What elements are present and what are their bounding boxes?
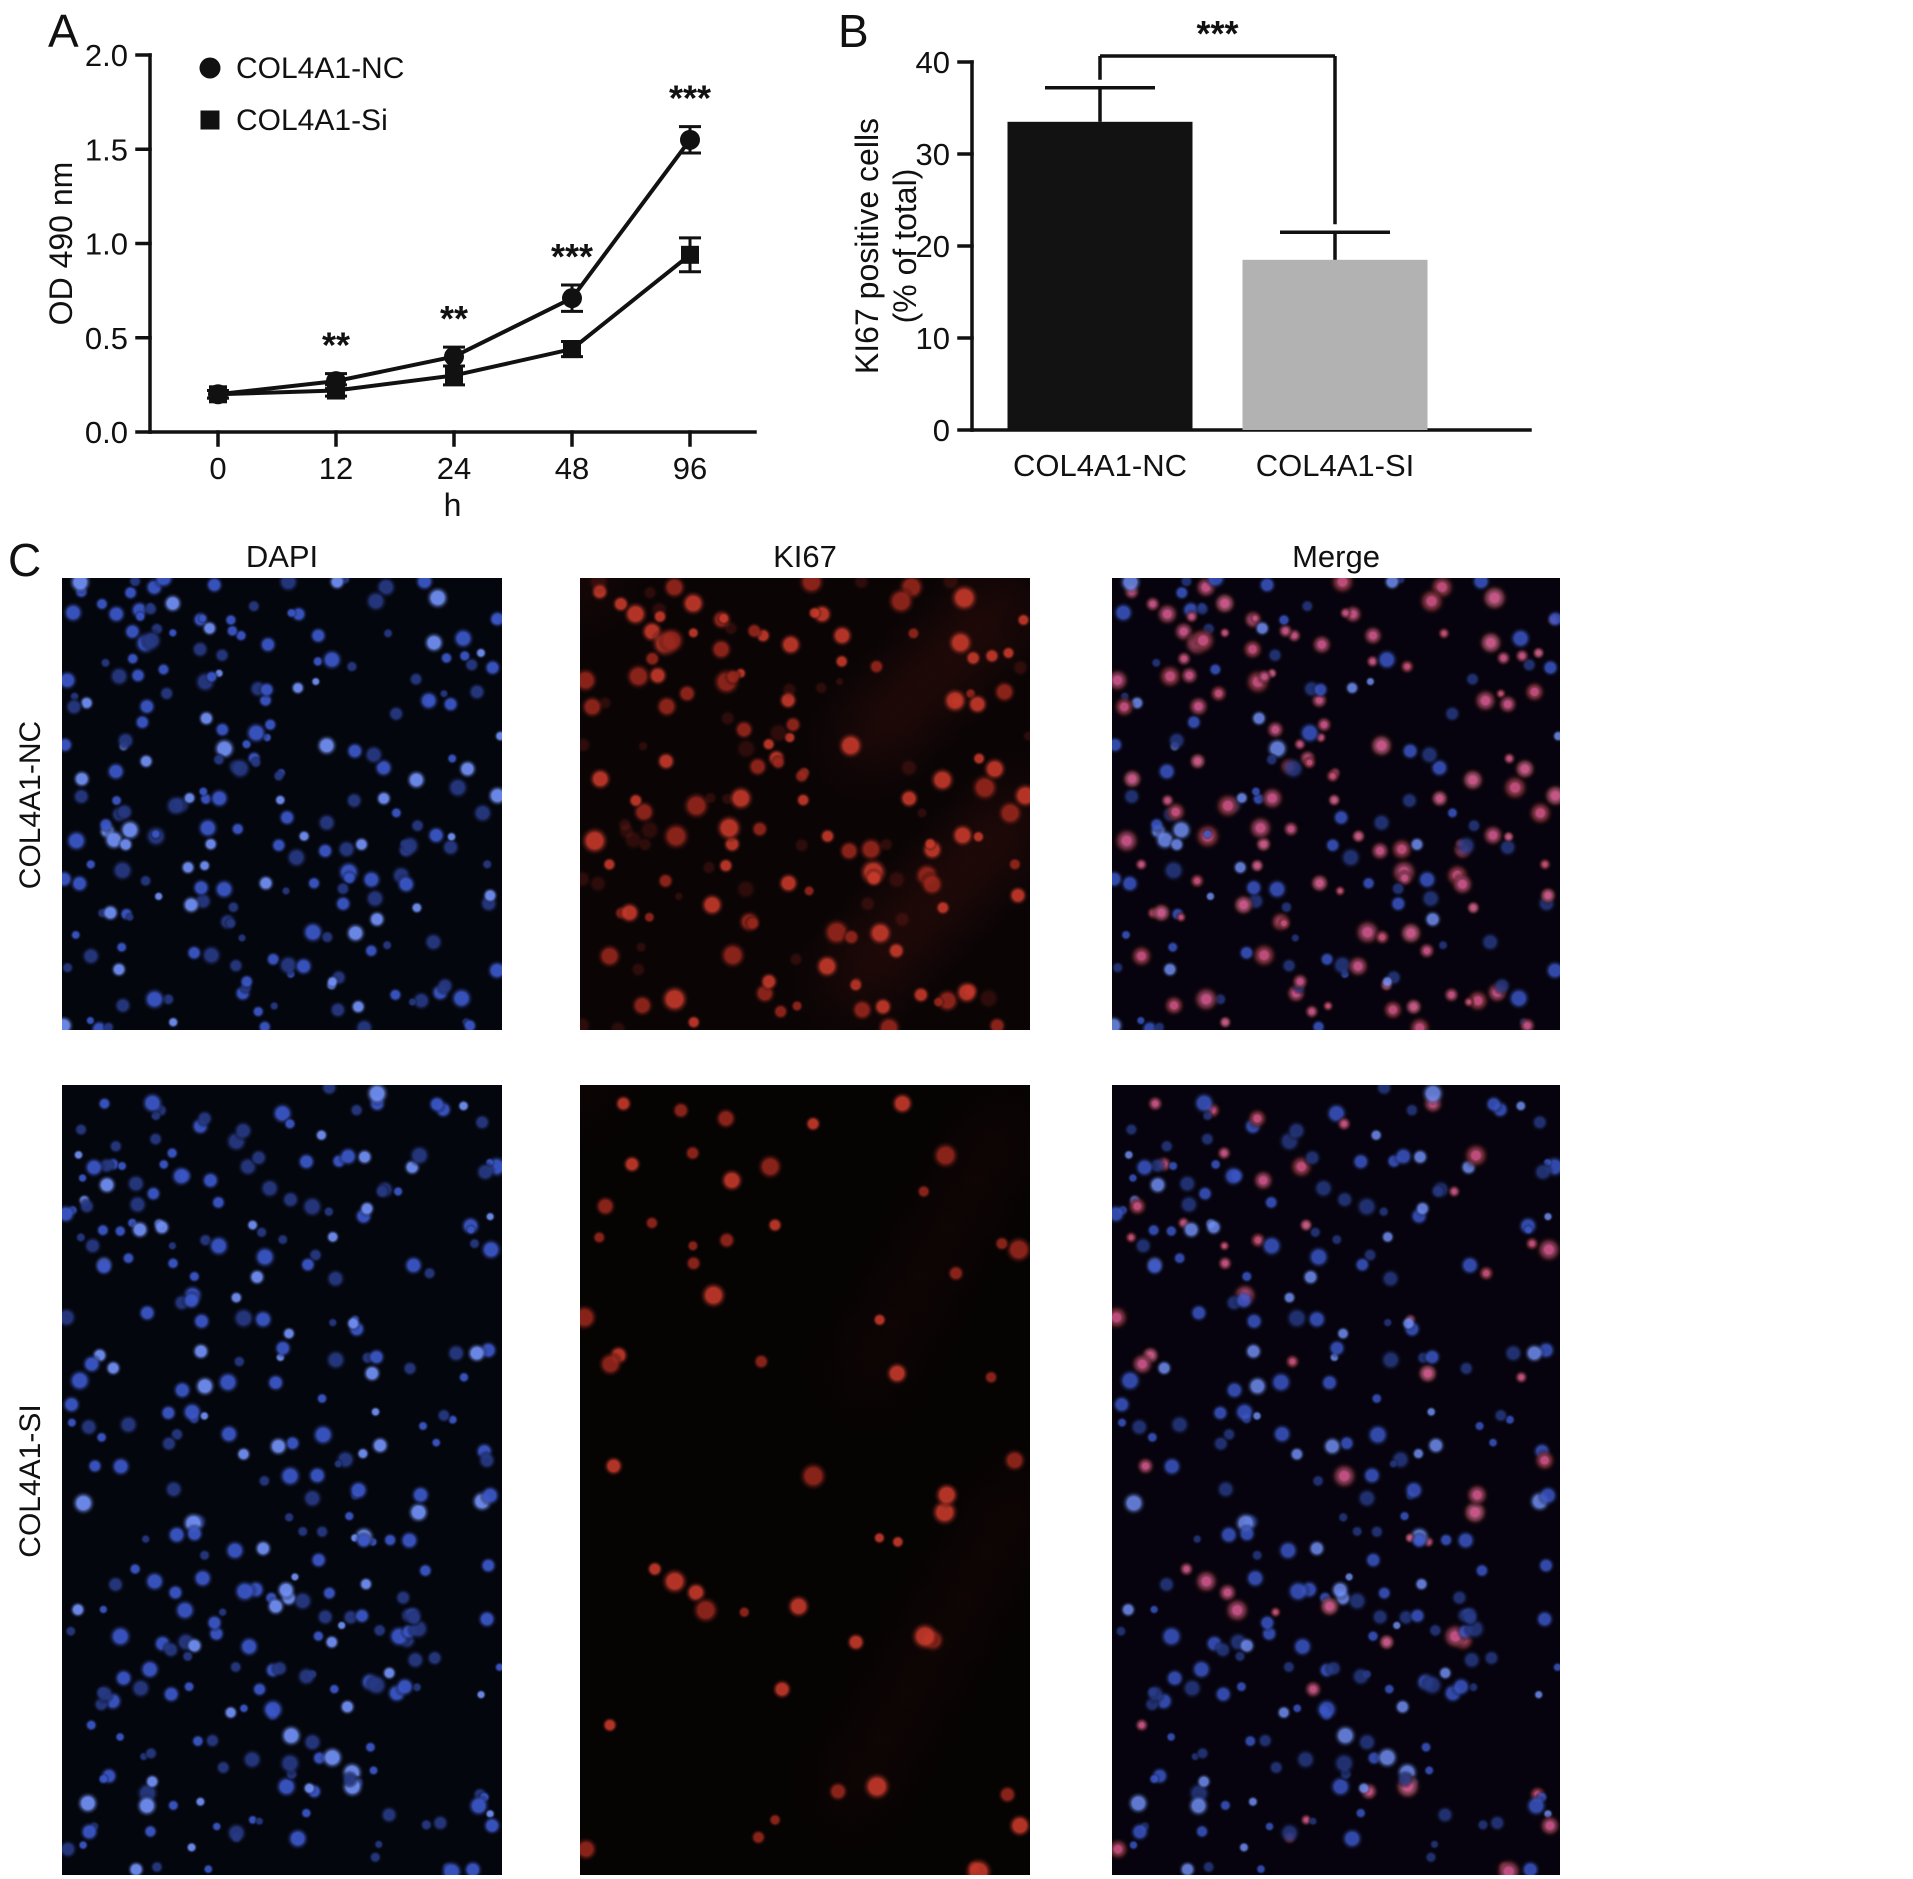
panel-c: C DAPI KI67 Merge COL4A1-NC COL4A1-SI	[0, 525, 1913, 1879]
svg-text:COL4A1-NC: COL4A1-NC	[1013, 448, 1187, 483]
svg-text:30: 30	[916, 137, 950, 172]
micrograph-si-dapi	[62, 1085, 502, 1875]
svg-text:COL4A1-SI: COL4A1-SI	[1256, 448, 1415, 483]
svg-text:OD 490 nm: OD 490 nm	[43, 162, 79, 326]
svg-text:**: **	[322, 325, 350, 366]
svg-text:1.0: 1.0	[85, 227, 128, 262]
column-header-merge: Merge	[1292, 539, 1380, 574]
svg-text:0.5: 0.5	[85, 321, 128, 356]
micrograph-si-ki67	[580, 1085, 1030, 1875]
panel-b: B 0 10 20 30 40 KI67 positive cells (% of tota…	[830, 0, 1550, 520]
svg-text:40: 40	[916, 45, 950, 80]
svg-text:0: 0	[209, 451, 226, 486]
row-label-col4a1-nc: COL4A1-NC	[14, 720, 47, 890]
svg-text:**: **	[440, 298, 468, 339]
micrograph-nc-ki67	[580, 578, 1030, 1030]
svg-text:COL4A1-NC: COL4A1-NC	[236, 52, 404, 85]
row-label-col4a1-si: COL4A1-SI	[14, 1404, 47, 1558]
svg-text:KI67 positive cells: KI67 positive cells	[849, 118, 885, 374]
svg-text:96: 96	[673, 451, 707, 486]
svg-text:***: ***	[551, 236, 593, 277]
micrograph-nc-dapi	[62, 578, 502, 1030]
svg-text:h: h	[444, 487, 462, 520]
svg-text:24: 24	[437, 451, 471, 486]
proliferation-line-chart: 0.0 0.5 1.0 1.5 2.0 0 12 24 48 96 h OD 490 nm COL4A1…	[43, 38, 757, 520]
svg-text:2.0: 2.0	[85, 38, 128, 73]
svg-text:0.0: 0.0	[85, 415, 128, 450]
micrograph-si-merge	[1112, 1085, 1560, 1875]
svg-text:20: 20	[916, 229, 950, 264]
svg-text:10: 10	[916, 321, 950, 356]
panel-a-label: A	[48, 5, 79, 57]
svg-text:1.5: 1.5	[85, 132, 128, 167]
svg-text:COL4A1-Si: COL4A1-Si	[236, 104, 388, 137]
svg-text:(% of total): (% of total)	[887, 169, 923, 324]
svg-text:***: ***	[1196, 13, 1238, 54]
svg-text:0: 0	[933, 413, 950, 448]
panel-b-label: B	[838, 5, 869, 57]
column-header-dapi: DAPI	[245, 539, 319, 574]
column-header-ki67: KI67	[773, 539, 837, 574]
panel-c-label: C	[8, 534, 42, 586]
micrograph-nc-merge	[1112, 578, 1560, 1030]
svg-text:48: 48	[555, 451, 589, 486]
svg-text:***: ***	[669, 78, 711, 119]
svg-text:12: 12	[319, 451, 353, 486]
ki67-bar-chart: 0 10 20 30 40 KI67 positive cells (% of total)…	[849, 13, 1532, 483]
panel-a: A 0.0 0.5 1.0 1.5 2.0 0 12 24 48 96 h OD 490 nm COL4…	[0, 0, 780, 520]
